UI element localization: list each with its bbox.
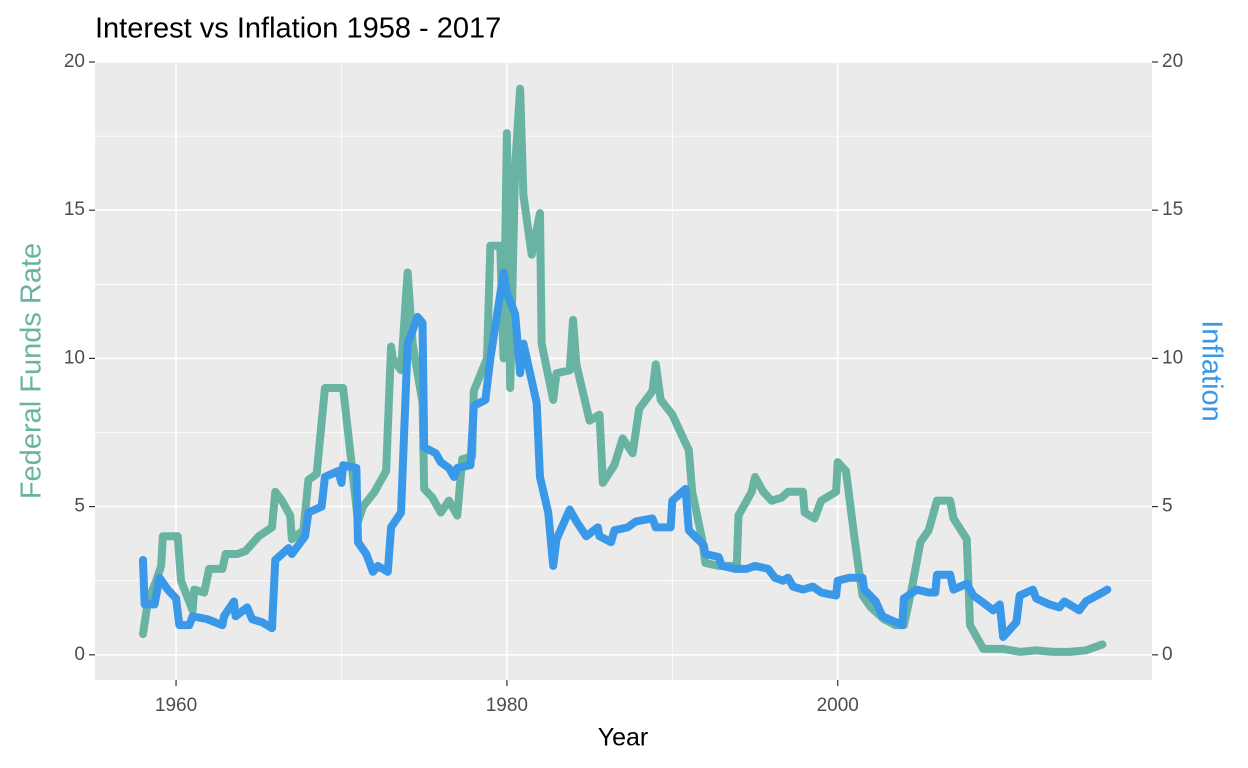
y-tick-label: 15 [64, 199, 85, 220]
y-tick-label: 10 [64, 347, 85, 368]
y2-tick-label: 5 [1162, 496, 1173, 517]
x-axis-label: Year [598, 724, 649, 752]
y-tick-label: 0 [74, 644, 85, 665]
y-axis-label: Federal Funds Rate [16, 243, 48, 499]
y2-tick-label: 0 [1162, 644, 1173, 665]
plot-panel [95, 62, 1152, 680]
series-line [138, 268, 1112, 642]
y2-tick-label: 20 [1162, 51, 1183, 72]
y-tick-label: 20 [64, 51, 85, 72]
y2-axis-label: Inflation [1195, 320, 1227, 422]
y2-tick-label: 10 [1162, 347, 1183, 368]
x-tick-label: 1960 [155, 695, 197, 716]
y2-tick-label: 15 [1162, 199, 1183, 220]
series-line [138, 84, 1107, 656]
chart-title: Interest vs Inflation 1958 - 2017 [95, 13, 501, 45]
y-tick-label: 5 [74, 496, 85, 517]
x-tick-label: 2000 [817, 695, 859, 716]
x-tick-label: 1980 [486, 695, 528, 716]
